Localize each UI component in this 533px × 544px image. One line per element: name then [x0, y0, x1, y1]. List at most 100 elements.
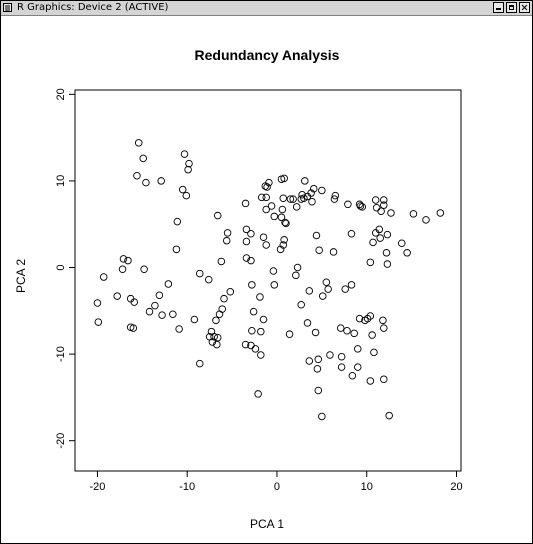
title-bar[interactable]: R Graphics: Device 2 (ACTIVE): [1, 1, 532, 16]
data-point: [190, 315, 199, 324]
data-points: [93, 139, 445, 421]
y-axis: -20 -10 0 10 20: [55, 88, 75, 449]
window-menu-icon[interactable]: [3, 3, 12, 12]
data-point: [184, 165, 192, 174]
data-point: [196, 269, 204, 278]
data-point: [210, 333, 218, 341]
data-point: [307, 189, 315, 197]
data-point: [213, 211, 222, 220]
data-point: [337, 352, 346, 361]
data-point: [257, 351, 265, 359]
data-point: [350, 329, 358, 338]
data-point: [315, 246, 323, 254]
data-point: [118, 265, 127, 273]
data-point: [355, 200, 364, 209]
data-point: [313, 365, 322, 373]
data-point: [172, 245, 181, 254]
data-point: [262, 205, 270, 214]
data-point: [157, 177, 165, 185]
x-tick-label: -10: [179, 481, 195, 493]
data-point: [278, 205, 287, 214]
data-point: [363, 314, 372, 323]
data-point: [318, 186, 326, 195]
data-point: [279, 241, 288, 249]
data-point: [262, 241, 270, 249]
data-point: [343, 326, 351, 335]
data-point: [93, 299, 102, 307]
data-point: [358, 203, 367, 211]
data-point: [254, 390, 262, 398]
data-point: [222, 236, 231, 245]
data-point: [383, 230, 392, 239]
data-point: [223, 229, 232, 237]
data-point: [281, 218, 289, 227]
data-point: [247, 229, 255, 238]
data-point: [336, 324, 345, 332]
data-point: [292, 271, 300, 280]
data-point: [308, 197, 316, 206]
data-point: [140, 265, 148, 273]
data-point: [182, 191, 191, 200]
data-point: [99, 273, 108, 281]
close-icon[interactable]: [519, 2, 530, 13]
data-point: [326, 351, 334, 359]
data-point: [286, 195, 295, 203]
y-tick-label: 20: [55, 88, 67, 100]
data-point: [289, 195, 297, 203]
data-point: [269, 267, 278, 275]
data-point: [341, 285, 349, 293]
data-point: [337, 363, 346, 371]
data-point: [282, 219, 290, 228]
data-point: [366, 258, 375, 267]
data-point: [354, 363, 362, 371]
data-point: [133, 171, 141, 180]
maximize-icon[interactable]: [506, 2, 517, 13]
y-tick-label: 0: [55, 264, 67, 270]
data-point: [324, 285, 332, 293]
data-point: [348, 372, 357, 380]
data-point: [220, 294, 228, 303]
data-point: [347, 229, 356, 238]
data-point: [331, 191, 340, 200]
minimize-icon[interactable]: [493, 2, 504, 13]
plot-frame: [74, 89, 462, 472]
data-point: [377, 207, 385, 215]
data-point: [379, 316, 387, 325]
data-point: [242, 254, 251, 262]
data-point: [158, 311, 166, 319]
data-point: [259, 315, 268, 324]
data-point: [119, 255, 128, 263]
data-point: [185, 159, 193, 168]
data-point: [134, 139, 143, 147]
data-point: [301, 177, 309, 185]
data-point: [298, 191, 306, 199]
data-point: [257, 327, 265, 336]
y-axis-label: PCA 2: [14, 259, 28, 293]
data-point: [387, 209, 395, 217]
data-point: [215, 310, 224, 319]
data-point: [226, 288, 235, 296]
data-point: [267, 202, 276, 210]
data-point: [372, 204, 381, 212]
data-point: [376, 234, 384, 242]
data-point: [241, 340, 250, 349]
data-point: [375, 225, 384, 234]
data-point: [319, 292, 327, 300]
data-point: [257, 193, 266, 202]
data-point: [205, 275, 213, 284]
data-point: [383, 260, 392, 268]
data-point: [248, 281, 256, 289]
data-point: [409, 210, 418, 218]
x-tick-label: 20: [450, 481, 462, 493]
data-point: [369, 238, 377, 247]
data-point: [196, 359, 204, 368]
data-point: [422, 216, 430, 224]
data-point: [129, 324, 138, 332]
data-point: [242, 225, 251, 234]
data-point: [368, 331, 376, 339]
data-point: [280, 174, 288, 183]
data-point: [330, 195, 339, 203]
data-point: [262, 193, 270, 202]
data-point: [300, 194, 308, 202]
data-point: [265, 178, 273, 187]
